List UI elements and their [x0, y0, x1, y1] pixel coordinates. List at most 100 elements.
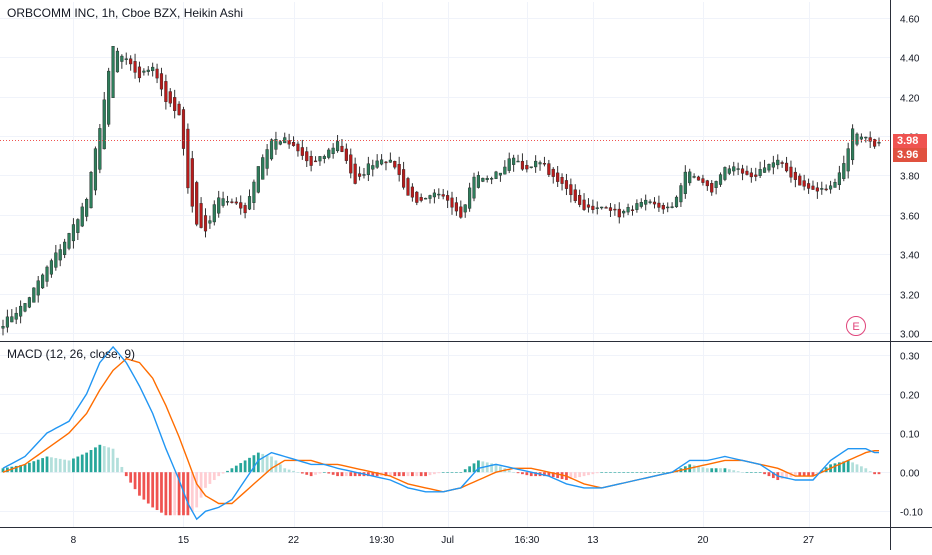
candle[interactable]: [718, 172, 723, 187]
candle[interactable]: [362, 167, 366, 179]
candle[interactable]: [723, 166, 727, 182]
macd-pane[interactable]: [1, 345, 881, 521]
candle[interactable]: [556, 166, 560, 187]
candle[interactable]: [10, 309, 14, 323]
candle[interactable]: [828, 180, 833, 194]
candle[interactable]: [366, 156, 370, 182]
candle[interactable]: [476, 171, 480, 189]
candle[interactable]: [14, 307, 18, 325]
candle[interactable]: [41, 273, 45, 289]
candle[interactable]: [498, 172, 503, 182]
candle[interactable]: [278, 140, 282, 146]
candle[interactable]: [846, 142, 850, 179]
candle[interactable]: [419, 193, 423, 203]
candle[interactable]: [608, 203, 613, 217]
candle[interactable]: [142, 68, 146, 76]
candle[interactable]: [463, 204, 467, 218]
candle[interactable]: [428, 194, 432, 204]
candle[interactable]: [776, 154, 780, 170]
candle[interactable]: [23, 303, 27, 313]
candle[interactable]: [727, 165, 731, 176]
candle[interactable]: [349, 148, 353, 179]
candle[interactable]: [80, 202, 84, 228]
candle[interactable]: [217, 190, 221, 218]
candle[interactable]: [230, 198, 234, 204]
candle[interactable]: [186, 123, 190, 194]
candle[interactable]: [5, 309, 9, 333]
candle[interactable]: [203, 208, 208, 238]
candle[interactable]: [855, 132, 859, 147]
candle[interactable]: [19, 300, 23, 324]
candle[interactable]: [485, 175, 489, 183]
candle[interactable]: [626, 203, 630, 216]
candle[interactable]: [234, 197, 238, 205]
candle[interactable]: [432, 189, 436, 204]
candle[interactable]: [243, 202, 247, 219]
candle[interactable]: [344, 143, 348, 164]
candle[interactable]: [71, 218, 76, 249]
candle[interactable]: [762, 159, 767, 173]
candle[interactable]: [595, 201, 599, 215]
candle[interactable]: [221, 191, 225, 208]
candle[interactable]: [811, 180, 815, 190]
candle[interactable]: [274, 131, 278, 155]
candle[interactable]: [569, 178, 573, 203]
candle[interactable]: [793, 167, 797, 188]
candle[interactable]: [93, 146, 98, 196]
candle[interactable]: [824, 184, 828, 192]
candle[interactable]: [309, 150, 313, 172]
candle[interactable]: [331, 143, 335, 159]
candle[interactable]: [635, 199, 639, 213]
candle[interactable]: [450, 191, 454, 215]
candle[interactable]: [802, 174, 806, 191]
candle[interactable]: [494, 170, 498, 180]
candle[interactable]: [261, 154, 265, 180]
candle[interactable]: [322, 154, 326, 164]
candle[interactable]: [780, 160, 784, 168]
candle[interactable]: [437, 188, 441, 199]
candle[interactable]: [798, 173, 802, 186]
candle[interactable]: [648, 199, 652, 205]
candle[interactable]: [784, 156, 789, 173]
candle[interactable]: [842, 155, 846, 182]
candle[interactable]: [674, 195, 679, 208]
candle[interactable]: [212, 200, 216, 226]
candle[interactable]: [195, 180, 199, 227]
candle[interactable]: [490, 176, 494, 185]
candle[interactable]: [335, 135, 340, 153]
candle[interactable]: [696, 175, 701, 181]
candle[interactable]: [199, 197, 203, 229]
candle[interactable]: [265, 144, 269, 176]
candle[interactable]: [410, 183, 414, 202]
candle[interactable]: [181, 106, 186, 156]
candle[interactable]: [173, 89, 177, 119]
candle[interactable]: [371, 159, 375, 177]
candle[interactable]: [507, 152, 511, 174]
candle[interactable]: [652, 197, 657, 209]
candle[interactable]: [683, 165, 687, 199]
candle[interactable]: [859, 133, 863, 143]
candle[interactable]: [151, 62, 155, 77]
candle[interactable]: [313, 156, 318, 163]
candle[interactable]: [459, 200, 463, 219]
candle[interactable]: [446, 190, 450, 209]
candle[interactable]: [256, 166, 260, 194]
candle[interactable]: [120, 54, 124, 69]
candle[interactable]: [806, 178, 811, 194]
candle[interactable]: [177, 101, 181, 116]
candle[interactable]: [291, 136, 296, 147]
candle[interactable]: [388, 152, 392, 163]
candle[interactable]: [137, 61, 142, 83]
candle[interactable]: [124, 52, 128, 65]
candle[interactable]: [547, 159, 551, 178]
candle[interactable]: [239, 195, 243, 215]
candle[interactable]: [441, 188, 445, 200]
candle[interactable]: [45, 265, 49, 287]
candle[interactable]: [269, 138, 274, 161]
candle[interactable]: [630, 205, 635, 216]
candle[interactable]: [560, 173, 564, 191]
candle[interactable]: [705, 179, 709, 191]
candle[interactable]: [745, 165, 749, 176]
candle[interactable]: [159, 67, 164, 97]
